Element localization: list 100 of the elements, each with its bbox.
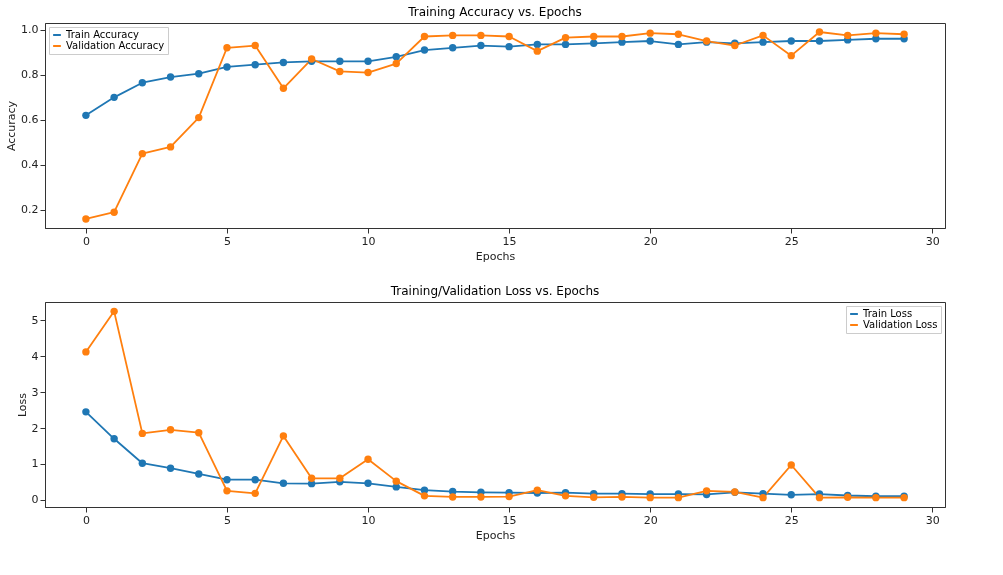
point [392,477,400,485]
point [166,426,175,434]
point [590,32,598,41]
point [815,37,824,45]
point [251,60,259,69]
point [787,37,795,45]
x-tick-label: 25 [784,234,799,248]
point [336,474,344,482]
point [110,307,118,316]
point [82,408,90,416]
point [195,69,203,78]
x-tick-label: 5 [223,513,231,527]
point [674,40,683,49]
point [561,492,570,500]
point [166,464,175,472]
point [138,79,147,87]
point [561,33,570,42]
point [279,479,288,488]
point [82,111,90,120]
point [477,41,485,50]
x-axis-title: Epochs [475,528,516,542]
point [561,40,570,49]
point [420,492,429,500]
legend-label: Validation Accuracy [66,40,165,51]
point [392,59,400,68]
x-tick-label: 10 [361,234,376,248]
point [307,474,316,482]
x-tick-label: 15 [502,234,517,248]
point [533,47,542,55]
y-tick-label: 2 [31,421,39,435]
point [702,487,711,495]
point [336,67,344,76]
y-tick-label: 0.2 [21,203,39,217]
point [646,493,654,502]
point [223,63,231,71]
point [195,428,203,437]
point [138,149,147,158]
point [223,487,231,495]
point [448,31,457,40]
y-tick-label: 0.4 [21,158,39,172]
y-tick-label: 1 [31,457,39,471]
legend-label: Train Accuracy [65,29,139,40]
point [505,32,513,41]
point [759,493,767,502]
legend-label: Validation Loss [863,319,938,330]
point [279,432,288,440]
point [815,28,824,36]
chart-title: Training/Validation Loss vs. Epochs [389,284,600,298]
x-tick-label: 15 [502,513,517,527]
y-tick-label: 0.8 [21,68,39,82]
point [364,479,372,488]
point [900,30,908,38]
x-tick-label: 25 [784,513,799,527]
point [138,459,147,467]
point [251,489,259,498]
point [674,493,683,502]
point [618,32,626,41]
point [646,37,654,45]
point [110,93,118,102]
x-tick-label: 0 [82,234,90,248]
point [110,435,118,443]
point [533,40,542,49]
y-axis-title: Loss [15,392,29,418]
point [279,84,288,93]
point [251,476,259,484]
y-tick-label: 1.0 [21,23,39,37]
point [364,68,372,77]
y-tick-label: 0 [31,493,39,507]
point [590,39,598,47]
point [279,58,288,67]
point [138,429,147,438]
point [759,38,767,46]
point [110,208,118,216]
point [82,348,90,356]
x-tick-label: 30 [925,513,940,527]
point [223,44,231,52]
y-tick-label: 3 [31,385,39,399]
x-tick-label: 30 [925,234,940,248]
x-tick-label: 10 [361,513,376,527]
point [843,31,852,40]
x-tick-label: 0 [82,513,90,527]
point [646,29,654,37]
point [787,461,795,469]
point [448,493,457,501]
point [195,470,203,478]
point [477,493,485,501]
x-axis-title: Epochs [475,249,516,263]
y-tick-label: 0.6 [21,113,39,127]
point [787,491,795,499]
point [166,73,175,81]
legend-label: Train Loss [862,308,913,319]
y-tick-label: 4 [31,349,39,363]
y-axis-title: Accuracy [5,100,19,152]
point [251,41,259,50]
point [364,57,372,65]
point [759,31,767,40]
point [448,44,457,52]
point [505,492,513,501]
chart-title: Training Accuracy vs. Epochs [407,5,582,19]
x-tick-label: 20 [643,513,658,527]
